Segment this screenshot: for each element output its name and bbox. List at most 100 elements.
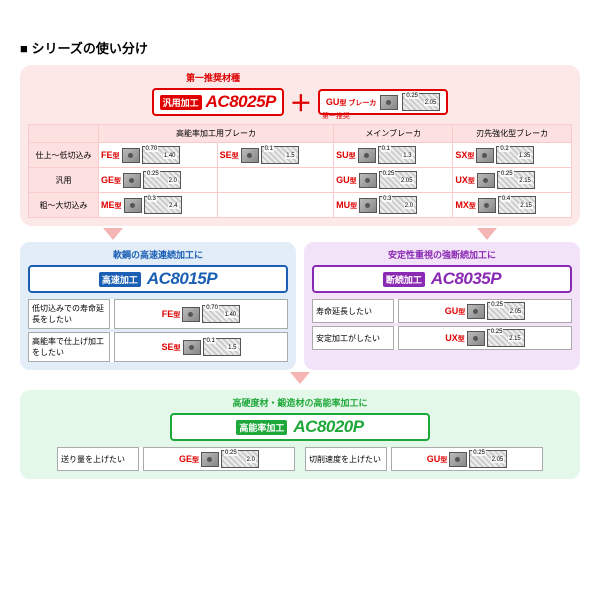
profile-icon: 0.11.5 — [261, 146, 299, 164]
arrows-row-2 — [20, 372, 580, 384]
sub-desc: 寿命延長したい — [312, 299, 394, 323]
blue-rows: 低切込みでの寿命延長をしたい FE型 0.701.40 高能率で仕上げ加工をした… — [28, 299, 288, 362]
grid-corner — [29, 125, 99, 143]
breaker-label: UX型 — [455, 175, 475, 186]
profile-icon: 0.42.15 — [498, 196, 536, 214]
grid-cell: GE型 0.252.0 — [99, 168, 218, 193]
profile-icon: 0.252.05 — [402, 93, 440, 111]
grid-cell: FE型 0.701.40 — [99, 143, 218, 168]
grid-row: 仕上～低切込み FE型 0.701.40 SE型 0.11.5 SU型 0.11… — [29, 143, 572, 168]
sub-row: 低切込みでの寿命延長をしたい FE型 0.701.40 — [28, 299, 288, 329]
col-header-0: 高能率加工用ブレーカ — [99, 125, 334, 143]
breaker-label: MX型 — [455, 200, 476, 211]
grid-cell-empty — [217, 193, 334, 218]
insert-icon — [122, 148, 140, 163]
profile-icon: 0.11.5 — [203, 338, 241, 356]
mid-row: 軟鋼の高速連続加工に 高速加工 AC8015P 低切込みでの寿命延長をしたい F… — [20, 242, 580, 370]
row-head: 汎用 — [29, 168, 99, 193]
page-title: シリーズの使い分け — [20, 38, 580, 57]
green-hero: 高能率加工 AC8020P — [170, 413, 430, 441]
breaker-label: GE型 — [101, 175, 121, 186]
insert-icon — [477, 173, 495, 188]
grid-row: 汎用 GE型 0.252.0 GU型 0.252.05 UX型 0.252.15 — [29, 168, 572, 193]
sub-breaker: SE型 0.11.5 — [114, 332, 288, 362]
profile-icon: 0.252.15 — [497, 171, 535, 189]
sub-breaker: FE型 0.701.40 — [114, 299, 288, 329]
col-header-2: 刃先強化型ブレーカ — [453, 125, 572, 143]
insert-icon — [124, 198, 142, 213]
insert-icon — [183, 340, 201, 355]
grid-cell: SX型 0.21.35 — [453, 143, 572, 168]
grid-cell: SU型 0.11.3 — [334, 143, 453, 168]
breaker-label: GU型 — [336, 175, 357, 186]
hero-row: 汎用加工 AC8025P ＋ GU型 ブレーカ 0.252.05 第一推奨 — [28, 86, 572, 118]
blue-hero: 高速加工 AC8015P — [28, 265, 288, 293]
grid-cell: ME型 0.32.4 — [99, 193, 218, 218]
arrows-row-1 — [20, 228, 580, 240]
sub-row: 安定加工がしたい UX型 0.252.15 — [312, 326, 572, 350]
insert-icon — [123, 173, 141, 188]
arrow-down-icon — [103, 228, 123, 240]
insert-icon — [467, 304, 485, 319]
profile-icon: 0.701.40 — [142, 146, 180, 164]
breaker-label: FE型 — [162, 309, 181, 320]
top-block: 第一推奨材種 第一推奨材種 汎用加工 AC8025P ＋ GU型 ブレーカ 0.… — [20, 65, 580, 226]
insert-icon — [476, 148, 494, 163]
sub-row: 高能率で仕上げ加工をしたい SE型 0.11.5 — [28, 332, 288, 362]
profile-icon: 0.252.15 — [487, 329, 525, 347]
grid-header-row: 高能率加工用ブレーカ メインブレーカ 刃先強化型ブレーカ — [29, 125, 572, 143]
insert-icon — [467, 331, 485, 346]
grid-cell-empty — [217, 168, 334, 193]
green-title: 高硬度材・鍛造材の高能率加工に — [28, 396, 572, 409]
insert-icon — [478, 198, 496, 213]
green-block: 高硬度材・鍛造材の高能率加工に 高能率加工 AC8020P 送り量を上げたい G… — [20, 390, 580, 479]
blue-title: 軟鋼の高速連続加工に — [28, 248, 288, 261]
col-header-1: メインブレーカ — [334, 125, 453, 143]
insert-icon — [380, 95, 398, 110]
profile-icon: 0.252.0 — [221, 450, 259, 468]
sub-breaker: UX型 0.252.15 — [398, 326, 572, 350]
insert-icon — [182, 307, 200, 322]
profile-icon: 0.701.40 — [202, 305, 240, 323]
breaker-label: SX型 — [455, 150, 474, 161]
purple-hero: 断続加工 AC8035P — [312, 265, 572, 293]
sub-breaker: GE型 0.252.0 — [143, 447, 295, 471]
sub-row: 送り量を上げたい GE型 0.252.0 — [57, 447, 295, 471]
breaker-label: UX型 — [445, 333, 465, 344]
grid-cell: SE型 0.11.5 — [217, 143, 334, 168]
profile-icon: 0.252.05 — [487, 302, 525, 320]
purple-title: 安定性重視の強断続加工に — [312, 248, 572, 261]
breaker-label: MU型 — [336, 200, 357, 211]
blue-tag: 高速加工 — [99, 272, 141, 287]
breaker-label: ME型 — [101, 200, 122, 211]
page: シリーズの使い分け 第一推奨材種 第一推奨材種 汎用加工 AC8025P ＋ G… — [0, 0, 600, 489]
grid-row: 粗～大切込み ME型 0.32.4 MU型 0.32.0 MX型 0.42.15 — [29, 193, 572, 218]
row-head: 粗～大切込み — [29, 193, 99, 218]
green-tag: 高能率加工 — [236, 420, 287, 435]
green-rows: 送り量を上げたい GE型 0.252.0 切削速度を上げたい GU型 0.252… — [28, 447, 572, 471]
breaker-label: FE型 — [101, 150, 120, 161]
profile-icon: 0.21.35 — [496, 146, 534, 164]
grid-cell: MU型 0.32.0 — [334, 193, 453, 218]
gu-label: GU型 ブレーカ — [326, 97, 376, 108]
main-grade-box: 汎用加工 AC8025P — [152, 88, 284, 116]
profile-icon: 0.32.0 — [379, 196, 417, 214]
breaker-label: GE型 — [179, 454, 199, 465]
blue-block: 軟鋼の高速連続加工に 高速加工 AC8015P 低切込みでの寿命延長をしたい F… — [20, 242, 296, 370]
purple-tag: 断続加工 — [383, 272, 425, 287]
sub-desc: 高能率で仕上げ加工をしたい — [28, 332, 110, 362]
breaker-label: GU型 — [427, 454, 448, 465]
insert-icon — [201, 452, 219, 467]
profile-icon: 0.11.3 — [378, 146, 416, 164]
breaker-label: SE型 — [161, 342, 180, 353]
blue-grade: AC8015P — [147, 269, 217, 289]
grid-cell: MX型 0.42.15 — [453, 193, 572, 218]
sub-breaker: GU型 0.252.05 — [398, 299, 572, 323]
gu-rec-sub: 第一推奨 — [322, 111, 350, 121]
profile-icon: 0.252.05 — [469, 450, 507, 468]
sub-desc: 低切込みでの寿命延長をしたい — [28, 299, 110, 329]
purple-block: 安定性重視の強断続加工に 断続加工 AC8035P 寿命延長したい GU型 0.… — [304, 242, 580, 370]
plus-icon: ＋ — [290, 86, 312, 118]
breaker-label: SU型 — [336, 150, 356, 161]
main-tag: 汎用加工 — [160, 95, 202, 110]
